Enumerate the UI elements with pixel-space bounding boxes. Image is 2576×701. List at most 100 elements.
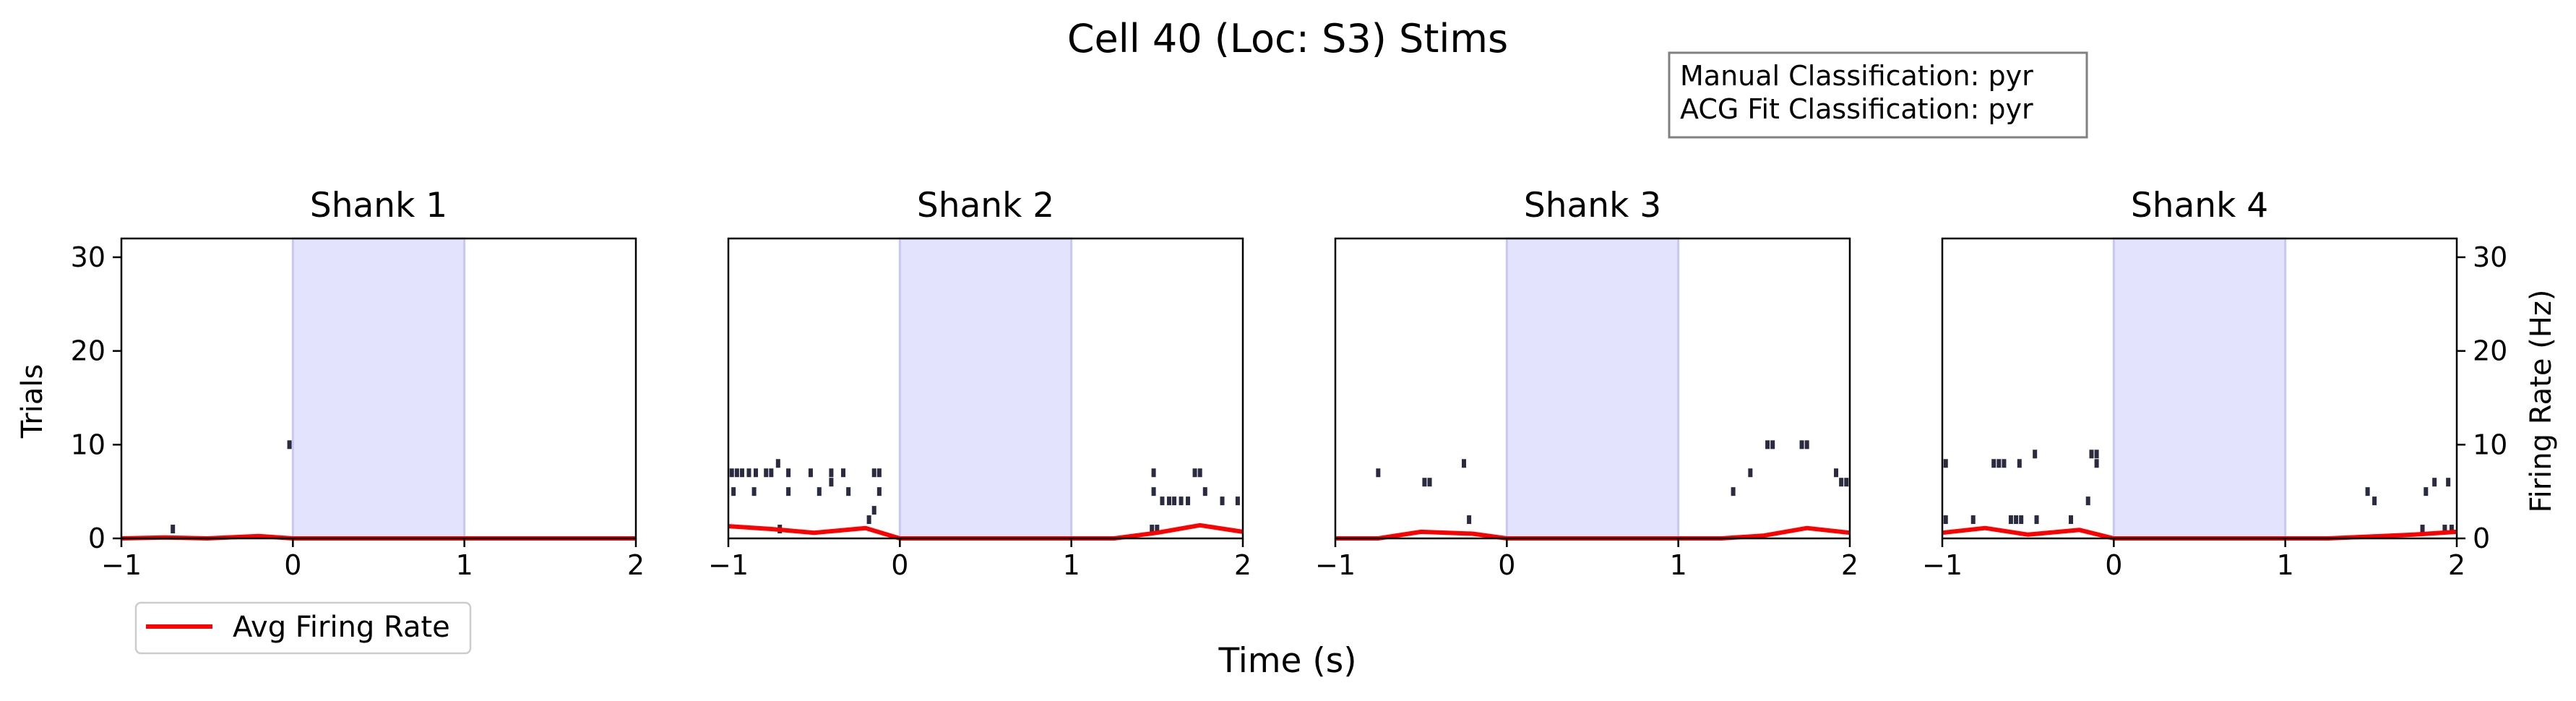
spike-mark	[769, 468, 774, 478]
spike-mark	[2424, 487, 2429, 496]
x-tick-label: 0	[284, 549, 301, 581]
spike-mark	[2432, 478, 2437, 487]
spike-mark	[1160, 496, 1165, 506]
spike-mark	[1839, 478, 1844, 487]
spike-mark	[2014, 515, 2019, 525]
y-tick-label: 10	[71, 429, 105, 460]
spike-mark	[2034, 515, 2039, 525]
spike-mark	[871, 468, 876, 478]
spike-mark	[1220, 496, 1225, 506]
spike-mark	[1770, 440, 1775, 450]
y-axis-label-left: Trials	[16, 364, 49, 439]
spike-mark	[2085, 496, 2090, 506]
y-tick-label: 20	[71, 335, 105, 367]
spike-mark	[287, 440, 292, 450]
spike-mark	[2442, 525, 2447, 534]
spike-mark	[2019, 515, 2024, 525]
spike-mark	[829, 478, 834, 487]
info-box-line-2: ACG Fit Classification: pyr	[1680, 93, 2033, 125]
spike-mark	[775, 459, 780, 468]
panel-title: Shank 3	[1524, 186, 1661, 225]
spike-mark	[1799, 440, 1804, 450]
spike-mark	[171, 525, 176, 534]
spike-mark	[1427, 478, 1432, 487]
spike-mark	[846, 487, 851, 496]
spike-mark	[1376, 468, 1381, 478]
spike-mark	[1197, 468, 1202, 478]
stimulus-window	[2112, 237, 2287, 540]
stimulus-window	[291, 237, 466, 540]
x-tick-label: 2	[1234, 549, 1252, 581]
x-tick-label: −1	[1922, 549, 1963, 581]
spike-mark	[746, 468, 751, 478]
spike-mark	[1166, 496, 1171, 506]
spike-mark	[753, 468, 758, 478]
x-tick-label: 1	[456, 549, 473, 581]
x-axis-label: Time (s)	[1218, 641, 1356, 681]
y-axis-label-right: Firing Rate (Hz)	[2525, 290, 2558, 513]
figure-title: Cell 40 (Loc: S3) Stims	[1067, 16, 1508, 61]
info-box-line-1: Manual Classification: pyr	[1680, 60, 2033, 92]
y-right-tick-label: 10	[2473, 429, 2507, 460]
spike-mark	[876, 487, 882, 496]
x-tick-label: −1	[708, 549, 749, 581]
spike-mark	[1192, 468, 1197, 478]
panel-title: Shank 1	[310, 186, 447, 225]
spike-mark	[871, 506, 876, 515]
spike-mark	[1186, 496, 1191, 506]
spike-mark	[2094, 450, 2099, 459]
spike-mark	[2033, 450, 2038, 459]
panel-2: Shank 2 −1 0 1 2	[708, 186, 1252, 581]
spike-mark	[1150, 525, 1155, 534]
spike-mark	[841, 468, 846, 478]
spike-mark	[817, 487, 822, 496]
y-right-tick-label: 20	[2473, 335, 2507, 367]
y-tick-label: 30	[71, 241, 105, 273]
spike-mark	[2446, 478, 2451, 487]
spike-mark	[829, 468, 834, 478]
axes-frame	[120, 237, 637, 540]
spike-mark	[2094, 459, 2099, 468]
spike-mark	[1970, 515, 1976, 525]
axes-frame	[1334, 237, 1851, 540]
x-tick-label: 0	[2105, 549, 2122, 581]
x-tick-label: 2	[2448, 549, 2465, 581]
spike-mark	[1991, 459, 1996, 468]
spike-mark	[2069, 515, 2073, 525]
spike-mark	[786, 468, 791, 478]
spike-mark	[786, 487, 791, 496]
x-tick-label: 2	[1841, 549, 1858, 581]
spike-mark	[1804, 440, 1809, 450]
spike-mark	[808, 468, 813, 478]
spike-mark	[734, 468, 739, 478]
x-tick-label: 1	[1063, 549, 1080, 581]
spike-mark	[729, 468, 734, 478]
x-tick-label: −1	[101, 549, 142, 581]
spike-mark	[2365, 487, 2370, 496]
spike-mark	[1943, 459, 1948, 468]
y-tick-label: 0	[88, 522, 105, 554]
spike-mark	[866, 515, 871, 525]
spike-mark	[751, 487, 757, 496]
axes-frame	[727, 237, 1244, 540]
spike-mark	[1462, 459, 1466, 468]
spike-mark	[739, 468, 744, 478]
spike-mark	[1844, 478, 1849, 487]
spike-mark	[1151, 487, 1156, 496]
spike-mark	[1172, 496, 1177, 506]
spike-mark	[1151, 468, 1156, 478]
x-tick-label: 1	[1670, 549, 1687, 581]
panel-title: Shank 4	[2131, 186, 2268, 225]
y-right-tick-label: 0	[2473, 522, 2490, 554]
spike-mark	[1235, 496, 1240, 506]
spike-mark	[2372, 496, 2377, 506]
spike-mark	[1834, 468, 1839, 478]
spike-mark	[1179, 496, 1184, 506]
panel-title: Shank 2	[917, 186, 1054, 225]
panel-3: Shank 3 −1 0 1 2	[1315, 186, 1858, 581]
spike-mark	[1748, 468, 1753, 478]
spike-mark	[1202, 487, 1207, 496]
legend-label: Avg Firing Rate	[233, 611, 450, 644]
